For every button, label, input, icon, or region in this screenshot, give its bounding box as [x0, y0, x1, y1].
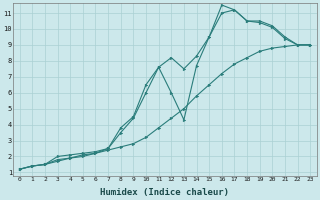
X-axis label: Humidex (Indice chaleur): Humidex (Indice chaleur) — [100, 188, 229, 197]
